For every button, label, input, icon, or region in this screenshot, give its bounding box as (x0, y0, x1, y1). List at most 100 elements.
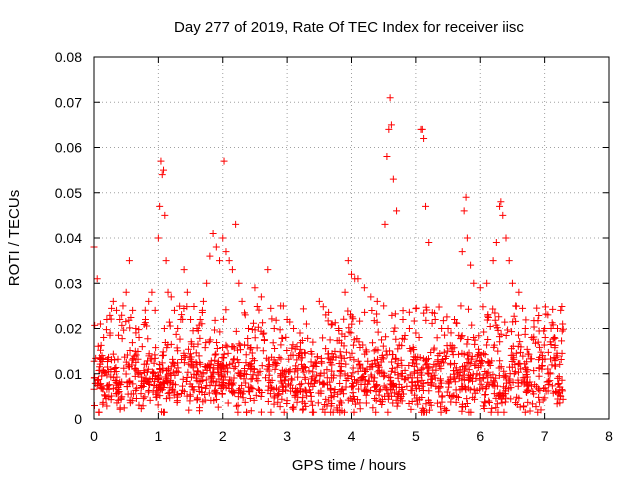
data-point (230, 355, 238, 363)
data-point (522, 316, 530, 324)
data-point (237, 372, 245, 380)
data-point (196, 404, 204, 412)
data-point (163, 344, 171, 352)
data-point (193, 360, 201, 368)
data-point (479, 402, 487, 410)
data-point (468, 321, 476, 329)
data-point (122, 288, 130, 296)
data-point (412, 385, 420, 393)
data-point (523, 358, 531, 366)
data-point (484, 336, 492, 344)
data-point (374, 328, 382, 336)
data-point (162, 257, 170, 265)
data-point (557, 356, 565, 364)
data-point (334, 390, 342, 398)
data-point (104, 356, 112, 364)
data-point (196, 315, 204, 323)
data-point (166, 394, 174, 402)
data-point (216, 257, 224, 265)
data-point (544, 311, 552, 319)
data-point (418, 376, 426, 384)
data-point (231, 389, 239, 397)
data-point (132, 358, 140, 366)
data-point (414, 377, 422, 385)
data-point (178, 386, 186, 394)
data-point (393, 402, 401, 410)
data-point (260, 336, 268, 344)
data-point (495, 333, 503, 341)
data-point (513, 393, 521, 401)
data-point (465, 349, 473, 357)
data-point (524, 350, 532, 358)
data-point (328, 320, 336, 328)
data-point (261, 374, 269, 382)
data-point (544, 365, 552, 373)
data-point (500, 408, 508, 416)
data-point (373, 318, 381, 326)
data-point (392, 335, 400, 343)
data-point (420, 134, 428, 142)
data-point (257, 393, 265, 401)
data-point (398, 342, 406, 350)
data-point (225, 381, 233, 389)
data-point (132, 386, 140, 394)
data-point (473, 370, 481, 378)
data-point (259, 347, 267, 355)
data-point (524, 381, 532, 389)
data-point (393, 363, 401, 371)
data-point (152, 393, 160, 401)
data-point (484, 311, 492, 319)
data-point (555, 380, 563, 388)
x-tick-label: 6 (476, 428, 484, 444)
data-point (112, 378, 120, 386)
data-point (364, 357, 372, 365)
data-point (249, 355, 257, 363)
data-point (163, 367, 171, 375)
data-point (105, 368, 113, 376)
data-point (523, 388, 531, 396)
data-point (416, 354, 424, 362)
data-point (194, 368, 202, 376)
data-point (230, 364, 238, 372)
data-point (251, 334, 259, 342)
data-point (180, 266, 188, 274)
data-point (539, 396, 547, 404)
data-point (274, 391, 282, 399)
data-point (246, 394, 254, 402)
data-point (470, 279, 478, 287)
data-point (380, 302, 388, 310)
data-point (453, 393, 461, 401)
data-point (205, 389, 213, 397)
data-point (100, 334, 108, 342)
data-point (246, 345, 254, 353)
data-point (287, 375, 295, 383)
data-point (464, 355, 472, 363)
data-point (374, 346, 382, 354)
data-point (218, 371, 226, 379)
data-point (366, 363, 374, 371)
data-point (437, 358, 445, 366)
data-point (201, 344, 209, 352)
data-point (559, 320, 567, 328)
data-point (541, 384, 549, 392)
data-point (425, 239, 433, 247)
data-point (519, 374, 527, 382)
data-point (123, 351, 131, 359)
data-point (544, 348, 552, 356)
data-point (278, 395, 286, 403)
data-point (327, 393, 335, 401)
data-point (213, 389, 221, 397)
data-point (449, 351, 457, 359)
data-point (536, 398, 544, 406)
data-point (254, 377, 262, 385)
data-point (556, 360, 564, 368)
data-point (115, 331, 123, 339)
data-point (504, 326, 512, 334)
data-point (280, 408, 288, 416)
data-point (441, 355, 449, 363)
data-point (419, 380, 427, 388)
data-point (385, 125, 393, 133)
data-point (102, 326, 110, 334)
data-point (559, 387, 567, 395)
data-point (171, 371, 179, 379)
